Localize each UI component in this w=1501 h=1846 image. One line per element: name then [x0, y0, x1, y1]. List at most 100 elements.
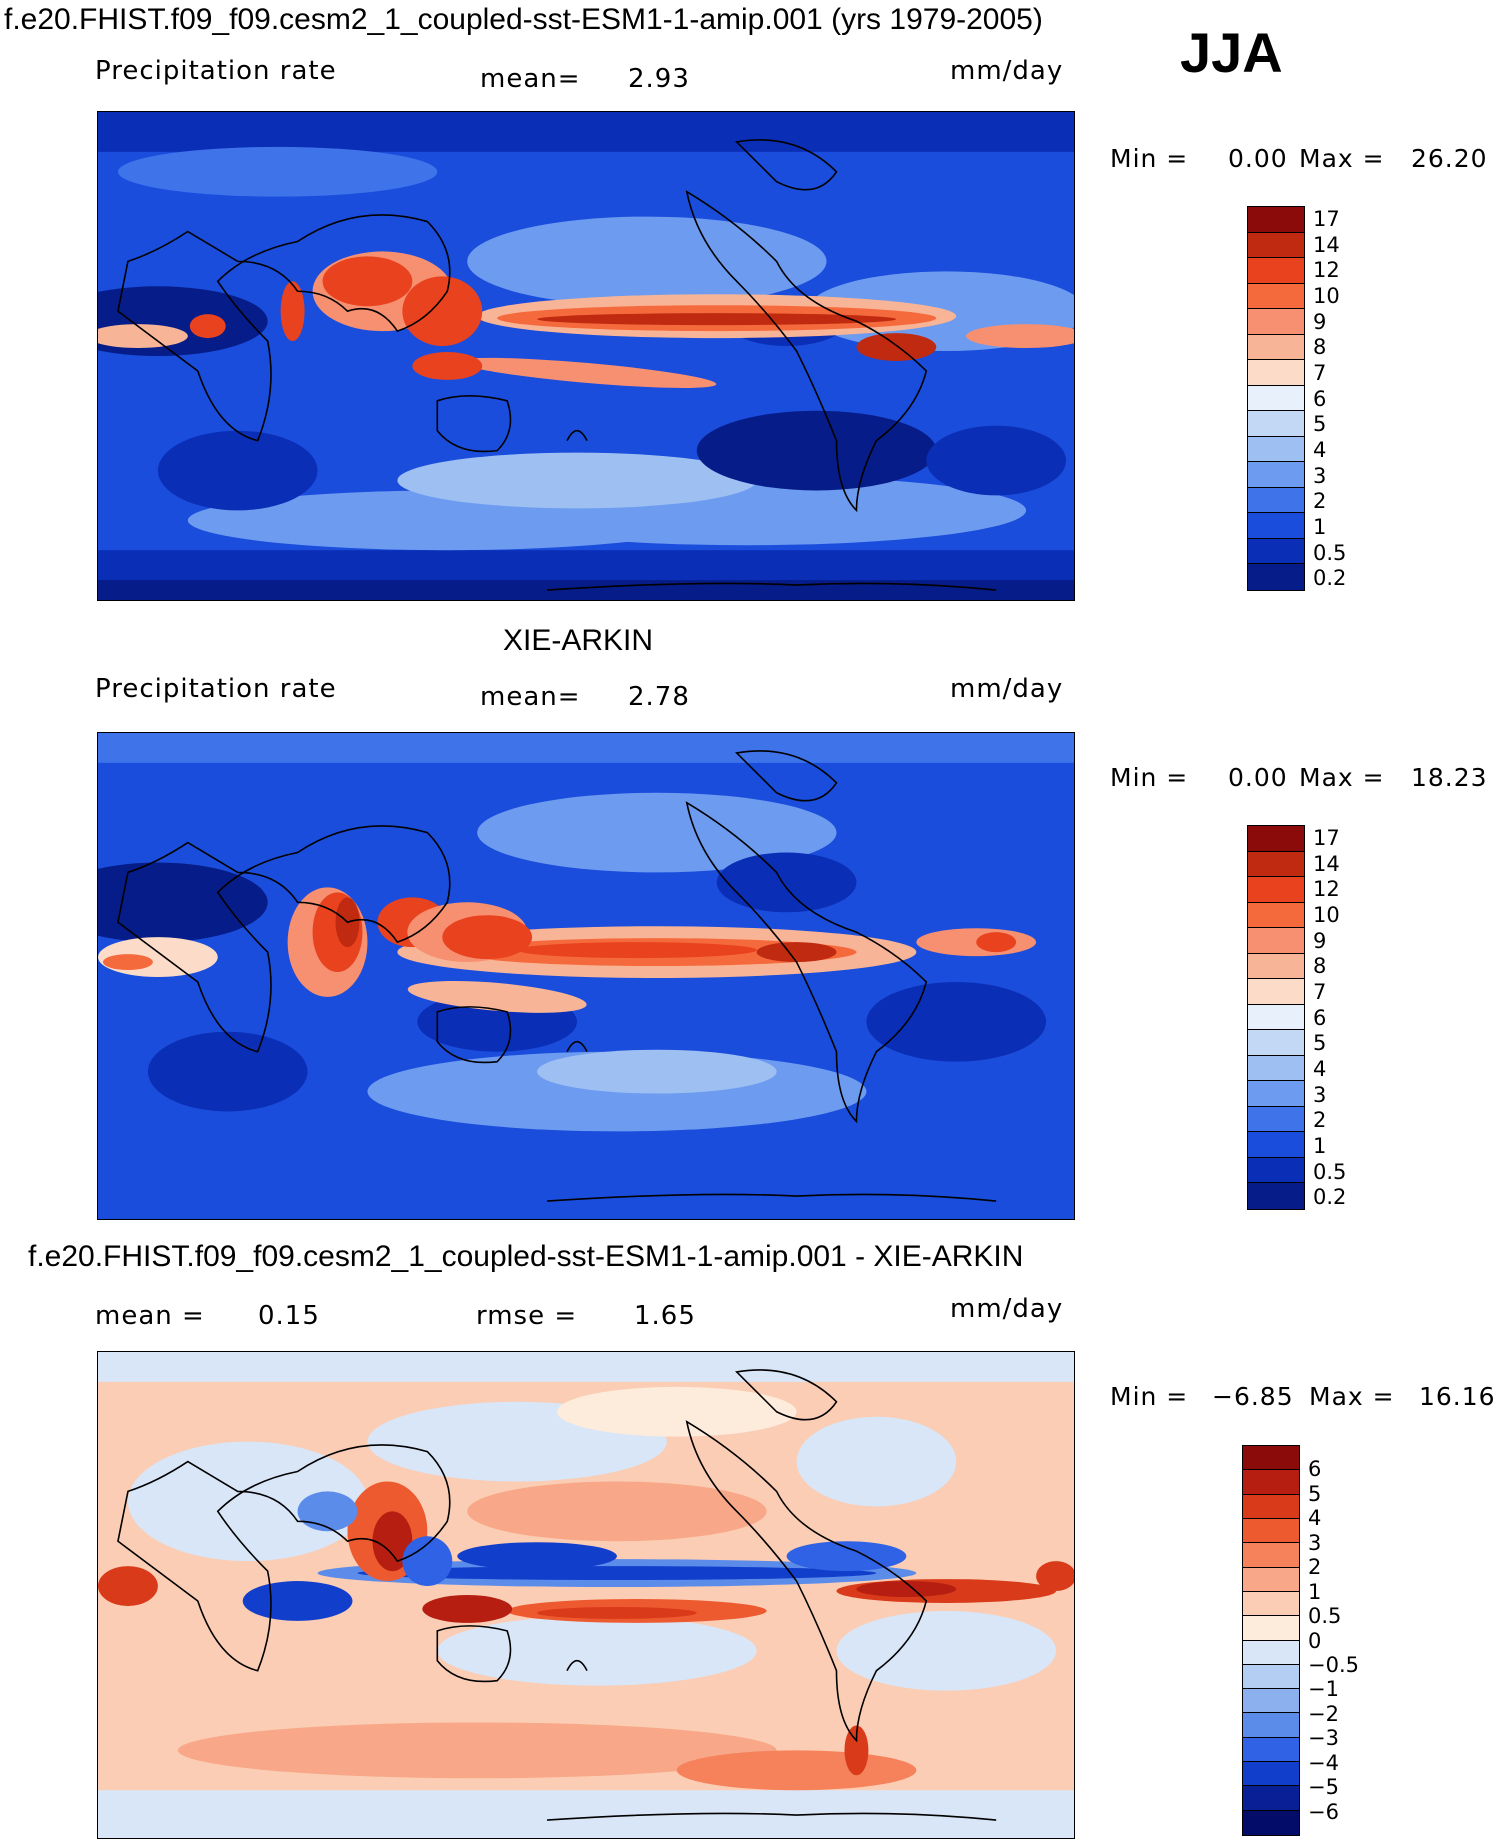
diff-precip-field: [98, 1352, 1074, 1838]
panel-model-max-value: 26.20: [1411, 144, 1488, 173]
colorbar-tick-label: 5: [1313, 1031, 1327, 1056]
colorbar-tick-label: −0.5: [1308, 1652, 1359, 1677]
colorbar-tick-label: 1: [1313, 514, 1327, 539]
colorbar-swatch: [1243, 1616, 1299, 1641]
colorbar-swatch: [1248, 953, 1304, 980]
colorbar-tick-label: 0: [1308, 1628, 1322, 1653]
colorbar-swatch: [1248, 564, 1304, 590]
colorbar-swatch: [1248, 538, 1304, 565]
colorbar-swatch: [1248, 487, 1304, 514]
panel-obs-max-value: 18.23: [1411, 763, 1488, 792]
panel-model-colorbar: [1247, 206, 1305, 591]
colorbar-tick-label: 10: [1313, 902, 1340, 927]
colorbar-swatch: [1248, 385, 1304, 412]
colorbar-swatch: [1248, 902, 1304, 929]
colorbar-swatch: [1248, 1004, 1304, 1031]
colorbar-swatch: [1248, 877, 1304, 903]
panel-model-min-value: 0.00: [1228, 144, 1288, 173]
panel-diff-mean-label: mean =: [95, 1301, 205, 1331]
panel-diff-rmse-value: 1.65: [634, 1301, 696, 1331]
obs-precip-field: [98, 733, 1074, 1219]
colorbar-swatch: [1243, 1762, 1299, 1787]
panel-diff-mean-value: 0.15: [258, 1301, 320, 1331]
colorbar-tick-label: 4: [1313, 1056, 1327, 1081]
panel-obs-map: [97, 732, 1075, 1220]
panel-model-max-label: Max =: [1299, 144, 1385, 173]
colorbar-tick-label: −1: [1308, 1677, 1339, 1702]
colorbar-swatch: [1243, 1567, 1299, 1592]
panel-diff-max-value: 16.16: [1419, 1382, 1496, 1411]
colorbar-tick-label: 8: [1313, 954, 1327, 979]
colorbar-swatch: [1248, 928, 1304, 954]
colorbar-swatch: [1243, 1713, 1299, 1738]
colorbar-swatch: [1243, 1689, 1299, 1714]
colorbar-swatch: [1248, 1132, 1304, 1158]
colorbar-tick-label: 0.5: [1313, 540, 1347, 565]
panel-diff-max-label: Max =: [1309, 1382, 1395, 1411]
colorbar-swatch: [1248, 258, 1304, 284]
colorbar-tick-label: 3: [1308, 1530, 1322, 1555]
model-coastlines: [117, 139, 997, 591]
colorbar-swatch: [1248, 1030, 1304, 1056]
colorbar-tick-label: 6: [1308, 1457, 1322, 1482]
colorbar-tick-label: 1: [1313, 1133, 1327, 1158]
panel-obs-min-value: 0.00: [1228, 763, 1288, 792]
colorbar-swatch: [1248, 462, 1304, 488]
panel-model-mean-value: 2.93: [628, 64, 690, 94]
colorbar-tick-label: 7: [1313, 979, 1327, 1004]
diff-coastlines: [117, 1369, 997, 1821]
colorbar-tick-label: 1: [1308, 1579, 1322, 1604]
panel-model-variable-label: Precipitation rate: [95, 56, 337, 86]
colorbar-swatch: [1243, 1664, 1299, 1690]
colorbar-swatch: [1243, 1810, 1299, 1835]
colorbar-tick-label: 17: [1313, 206, 1340, 231]
colorbar-tick-label: 0.2: [1313, 566, 1347, 591]
panel-diff-title: f.e20.FHIST.f09_f09.cesm2_1_coupled-sst-…: [28, 1240, 1024, 1273]
colorbar-tick-label: 0.5: [1313, 1159, 1347, 1184]
panel-obs-mean-label: mean=: [480, 682, 581, 712]
panel-model-map: [97, 111, 1075, 601]
case-title: f.e20.FHIST.f09_f09.cesm2_1_coupled-sst-…: [4, 3, 1043, 36]
colorbar-tick-label: −6: [1308, 1799, 1339, 1824]
panel-obs-title: XIE-ARKIN: [503, 624, 654, 657]
panel-diff-min-label: Min =: [1110, 1382, 1189, 1411]
colorbar-tick-label: 0.5: [1308, 1604, 1342, 1629]
colorbar-tick-label: −3: [1308, 1726, 1339, 1751]
colorbar-tick-label: 5: [1313, 412, 1327, 437]
colorbar-swatch: [1243, 1494, 1299, 1519]
colorbar-swatch: [1248, 283, 1304, 310]
colorbar-swatch: [1248, 309, 1304, 335]
colorbar-tick-label: 5: [1308, 1481, 1322, 1506]
model-precip-field: [98, 112, 1074, 600]
colorbar-swatch: [1248, 207, 1304, 233]
obs-coastlines: [117, 750, 997, 1202]
colorbar-tick-label: 4: [1308, 1506, 1322, 1531]
colorbar-tick-label: 12: [1313, 258, 1340, 283]
colorbar-tick-label: 8: [1313, 335, 1327, 360]
colorbar-tick-label: 2: [1313, 489, 1327, 514]
colorbar-swatch: [1243, 1446, 1299, 1471]
panel-obs-units: mm/day: [950, 674, 1064, 704]
colorbar-tick-label: 9: [1313, 928, 1327, 953]
colorbar-swatch: [1243, 1640, 1299, 1665]
colorbar-swatch: [1248, 513, 1304, 539]
colorbar-tick-label: −2: [1308, 1701, 1339, 1726]
panel-diff-colorbar: [1242, 1445, 1300, 1836]
colorbar-tick-label: 4: [1313, 437, 1327, 462]
colorbar-tick-label: 6: [1313, 386, 1327, 411]
panel-diff-min-value: −6.85: [1212, 1382, 1294, 1411]
colorbar-tick-label: 9: [1313, 309, 1327, 334]
colorbar-swatch: [1243, 1518, 1299, 1544]
panel-diff-units: mm/day: [950, 1294, 1064, 1324]
colorbar-tick-label: 2: [1313, 1108, 1327, 1133]
colorbar-swatch: [1248, 851, 1304, 878]
colorbar-tick-label: −4: [1308, 1750, 1339, 1775]
colorbar-swatch: [1248, 1157, 1304, 1184]
colorbar-swatch: [1243, 1591, 1299, 1617]
colorbar-tick-label: 0.2: [1313, 1185, 1347, 1210]
colorbar-tick-label: 14: [1313, 851, 1340, 876]
panel-model-min-label: Min =: [1110, 144, 1189, 173]
panel-obs-colorbar: [1247, 825, 1305, 1210]
colorbar-swatch: [1248, 360, 1304, 386]
colorbar-tick-label: 6: [1313, 1005, 1327, 1030]
